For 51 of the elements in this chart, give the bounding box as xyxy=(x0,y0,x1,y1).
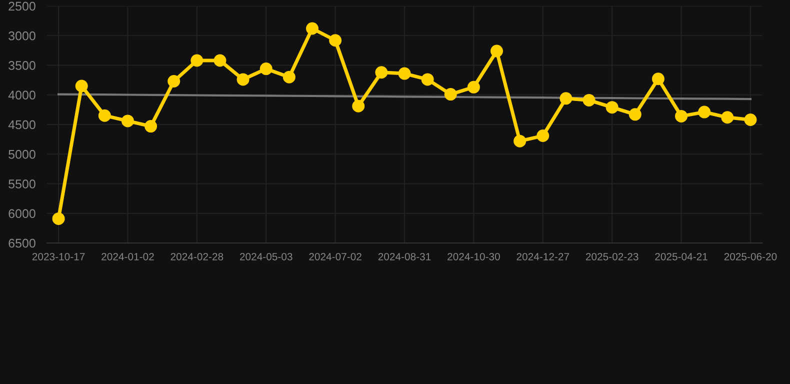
point xyxy=(190,54,204,67)
x-tick-label: 2025-04-21 xyxy=(655,252,708,260)
point xyxy=(260,62,272,76)
point xyxy=(282,70,296,84)
point xyxy=(121,114,134,128)
x-tick-label: 2024-05-03 xyxy=(240,252,292,260)
point xyxy=(744,114,757,126)
point xyxy=(514,134,526,148)
point xyxy=(560,92,572,105)
point xyxy=(652,72,664,86)
point xyxy=(236,73,250,86)
point xyxy=(421,73,434,86)
y-tick-label: 5500 xyxy=(8,180,36,188)
point xyxy=(98,109,111,122)
point xyxy=(75,80,88,92)
point xyxy=(467,80,480,94)
point xyxy=(375,66,388,79)
x-tick-label: 2024-12-27 xyxy=(516,252,570,260)
point xyxy=(444,88,457,101)
y-tick-label: 4000 xyxy=(8,90,36,100)
point xyxy=(628,108,642,121)
y-tick-label: 2500 xyxy=(8,2,36,11)
x-tick-label: 2025-02-23 xyxy=(586,252,638,260)
point xyxy=(329,34,342,47)
x-tick-label: 2023-10-17 xyxy=(32,252,85,260)
point xyxy=(582,94,596,106)
point xyxy=(168,74,180,88)
point xyxy=(144,120,158,133)
point xyxy=(490,44,504,58)
x-tick-label: 2024-01-02 xyxy=(102,252,154,260)
y-tick-label: 3500 xyxy=(8,61,36,70)
y-tick-label: 6000 xyxy=(8,209,36,218)
point xyxy=(721,111,734,124)
x-tick-label: 2024-10-30 xyxy=(448,252,500,260)
point xyxy=(675,110,688,122)
point xyxy=(214,54,226,67)
point xyxy=(52,212,65,225)
point xyxy=(398,67,411,80)
x-tick-label: 2024-07-02 xyxy=(309,252,362,260)
point xyxy=(306,22,318,35)
point xyxy=(352,100,365,112)
x-tick-label: 2025-06-20 xyxy=(724,252,777,260)
point xyxy=(536,130,550,142)
y-tick-label: 6500 xyxy=(8,238,36,248)
y-tick-label: 5000 xyxy=(8,150,36,159)
y-tick-label: 4500 xyxy=(8,120,36,130)
point xyxy=(698,106,711,118)
point xyxy=(606,101,618,114)
y-tick-label: 3000 xyxy=(8,31,36,40)
x-tick-label: 2024-08-31 xyxy=(378,252,431,260)
x-tick-label: 2024-02-28 xyxy=(170,252,224,260)
